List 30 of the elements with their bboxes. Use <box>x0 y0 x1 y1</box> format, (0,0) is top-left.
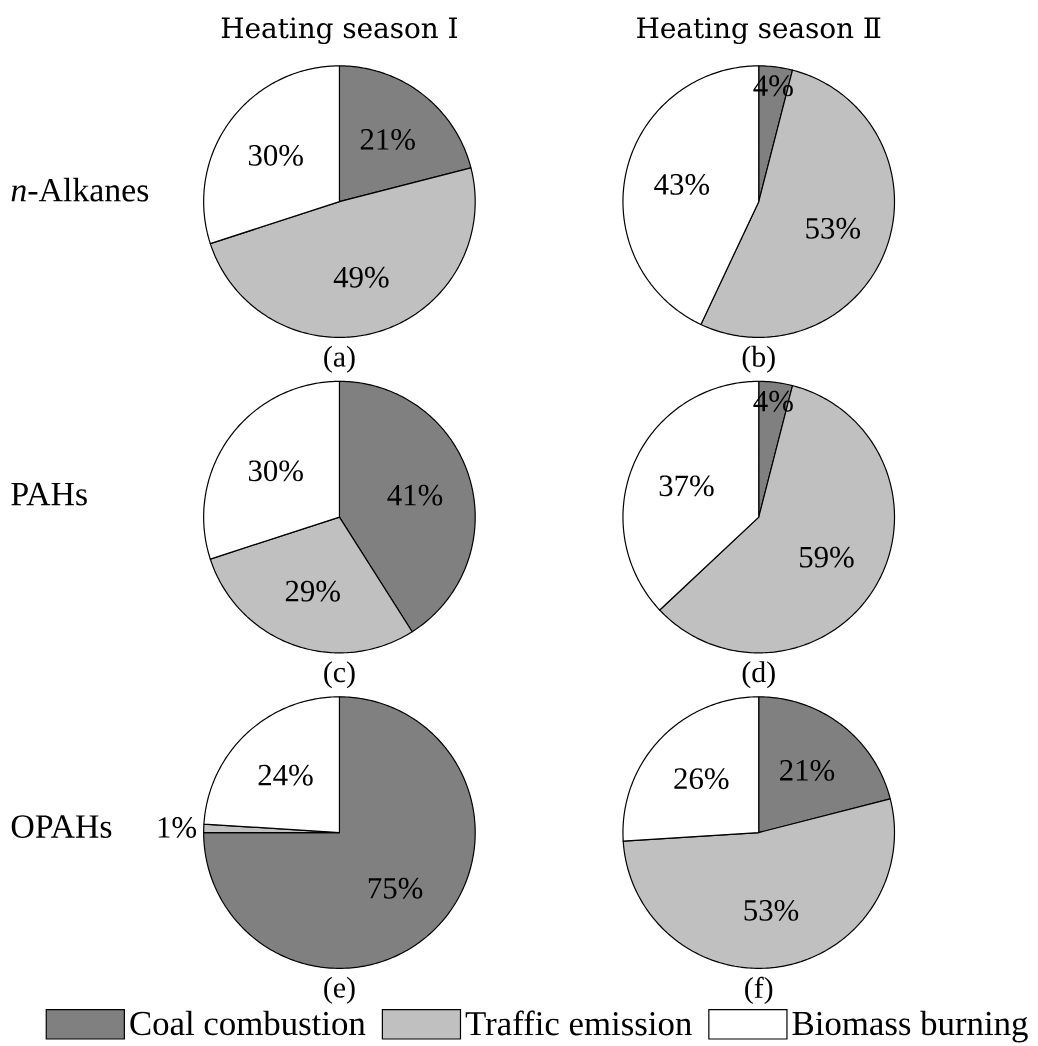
legend-label: Biomass burning <box>792 1010 1028 1043</box>
data-label: 29% <box>285 580 340 602</box>
legend-label: Traffic emission <box>465 1010 692 1036</box>
legend-label: Coal combustion <box>130 1010 366 1036</box>
chart-title: Heating season Ⅰ <box>221 17 457 45</box>
data-label: 30% <box>248 460 303 482</box>
data-label: 53% <box>806 217 860 239</box>
data-label: 21% <box>360 128 415 150</box>
text: n-Alkanes <box>11 177 148 202</box>
text: (a) <box>324 345 355 373</box>
text: (b) <box>742 345 775 373</box>
data-label: 59% <box>799 546 854 568</box>
chart-title: Heating season Ⅱ <box>636 17 881 45</box>
text: (c) <box>324 661 355 689</box>
data-label: 53% <box>744 899 799 921</box>
text: (d) <box>742 661 775 689</box>
data-label: 24% <box>258 764 313 786</box>
data-label: 43% <box>654 174 709 195</box>
data-label: 75% <box>368 877 423 899</box>
data-label: 26% <box>674 768 729 790</box>
text: OPAHs <box>11 815 112 838</box>
text: PAHs <box>11 482 87 506</box>
data-label: 37% <box>659 475 714 497</box>
data-label: 30% <box>248 144 303 166</box>
data-label: 1% <box>158 817 196 838</box>
text: (f) <box>744 976 773 1005</box>
text: (e) <box>324 976 355 1004</box>
data-label: 49% <box>333 266 389 288</box>
data-label: 41% <box>387 484 443 506</box>
data-label: 21% <box>779 759 834 781</box>
